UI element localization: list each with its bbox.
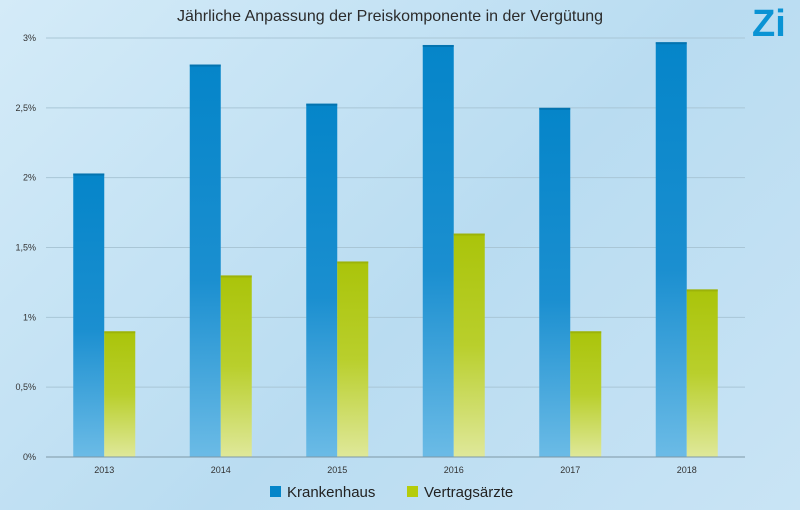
bar-krankenhaus-2018 <box>655 42 687 457</box>
y-tick-label: 1,5% <box>15 243 36 253</box>
gridlines <box>46 37 745 458</box>
bar-top-edge <box>655 42 687 45</box>
legend-swatch-krankenhaus <box>270 486 281 497</box>
x-axis-ticks: 2013 2014 2015 2016 2017 2018 <box>94 465 697 475</box>
bar-top-edge <box>104 331 136 334</box>
y-tick-label: 1% <box>23 312 36 322</box>
x-tick-label: 2017 <box>560 465 580 475</box>
legend-swatch-vertragsaerzte <box>407 486 418 497</box>
legend: Krankenhaus Vertragsärzte <box>270 484 513 501</box>
y-tick-label: 3% <box>23 33 36 43</box>
bar-krankenhaus-2015 <box>306 103 338 457</box>
x-tick-label: 2014 <box>211 465 231 475</box>
bar-top-edge <box>220 275 252 278</box>
bar-vertragsaerzte-2014 <box>220 275 252 457</box>
bar-top-edge <box>570 331 602 334</box>
legend-label-vertragsaerzte: Vertragsärzte <box>424 484 513 501</box>
bar-top-edge <box>686 289 718 292</box>
x-tick-label: 2013 <box>94 465 114 475</box>
legend-label-krankenhaus: Krankenhaus <box>287 484 375 501</box>
bar-vertragsaerzte-2017 <box>570 331 602 457</box>
bar-vertragsaerzte-2015 <box>337 261 369 457</box>
bar-krankenhaus-2014 <box>189 64 221 457</box>
y-tick-label: 0% <box>23 452 36 462</box>
y-tick-label: 0,5% <box>15 382 36 392</box>
bar-krankenhaus-2017 <box>539 107 571 457</box>
x-tick-label: 2015 <box>327 465 347 475</box>
bar-top-edge <box>453 233 485 236</box>
bar-vertragsaerzte-2013 <box>104 331 136 457</box>
x-tick-label: 2018 <box>677 465 697 475</box>
zi-logo: Zi <box>752 3 786 45</box>
y-axis-ticks: 0% 0,5% 1% 1,5% 2% 2,5% 3% <box>15 33 36 462</box>
bar-top-edge <box>73 173 105 176</box>
bar-krankenhaus-2013 <box>73 173 105 457</box>
bars <box>73 42 718 457</box>
bar-top-edge <box>306 103 338 106</box>
y-tick-label: 2,5% <box>15 103 36 113</box>
chart-title: Jährliche Anpassung der Preiskomponente … <box>177 8 603 25</box>
bar-top-edge <box>539 107 571 110</box>
x-tick-label: 2016 <box>444 465 464 475</box>
y-tick-label: 2% <box>23 173 36 183</box>
bar-vertragsaerzte-2018 <box>686 289 718 457</box>
bar-top-edge <box>422 44 454 47</box>
bar-top-edge <box>337 261 369 264</box>
bar-vertragsaerzte-2016 <box>453 233 485 457</box>
bar-krankenhaus-2016 <box>422 44 454 457</box>
bar-top-edge <box>189 64 221 67</box>
